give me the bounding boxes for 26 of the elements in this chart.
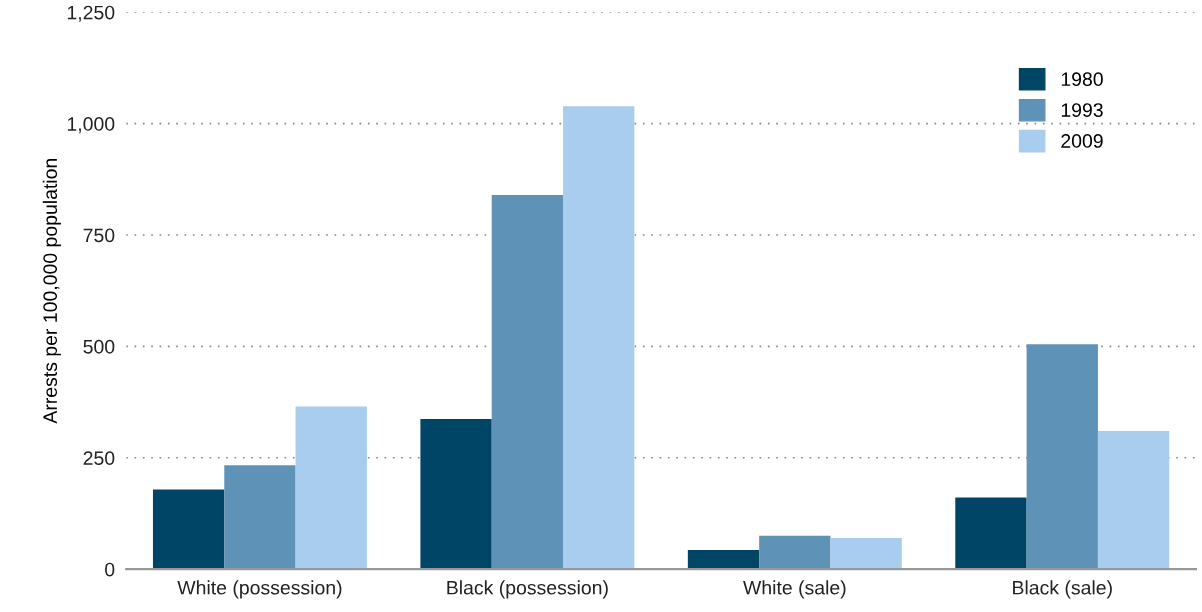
- bar: [563, 106, 635, 570]
- x-tick-label: White (sale): [743, 580, 846, 599]
- y-tick-label: 1,250: [67, 5, 115, 22]
- y-axis-title: Arrests per 100,000 population: [42, 158, 61, 424]
- x-tick-label: Black (sale): [1013, 580, 1112, 599]
- legend-label: 1980: [1061, 72, 1103, 87]
- x-tick-label: Black (possession): [447, 580, 608, 599]
- bar: [759, 535, 831, 570]
- bar: [955, 497, 1027, 570]
- bar: [152, 489, 225, 570]
- bar: [687, 550, 760, 570]
- bar: [1026, 344, 1098, 570]
- x-tick-label: White (possession): [177, 580, 342, 599]
- bar: [830, 537, 902, 570]
- bar: [491, 194, 564, 570]
- y-tick-label: 250: [83, 451, 115, 466]
- y-tick-label: 500: [83, 339, 115, 354]
- y-tick-label: 0: [105, 562, 115, 577]
- y-tick-label: 1,000: [67, 117, 115, 134]
- bar: [420, 419, 492, 570]
- bar: [295, 406, 367, 570]
- legend-label: 1993: [1061, 103, 1103, 117]
- legend-label: 2009: [1061, 134, 1103, 148]
- y-tick-label: 750: [83, 228, 115, 243]
- bar: [1097, 431, 1170, 570]
- bar: [224, 465, 296, 570]
